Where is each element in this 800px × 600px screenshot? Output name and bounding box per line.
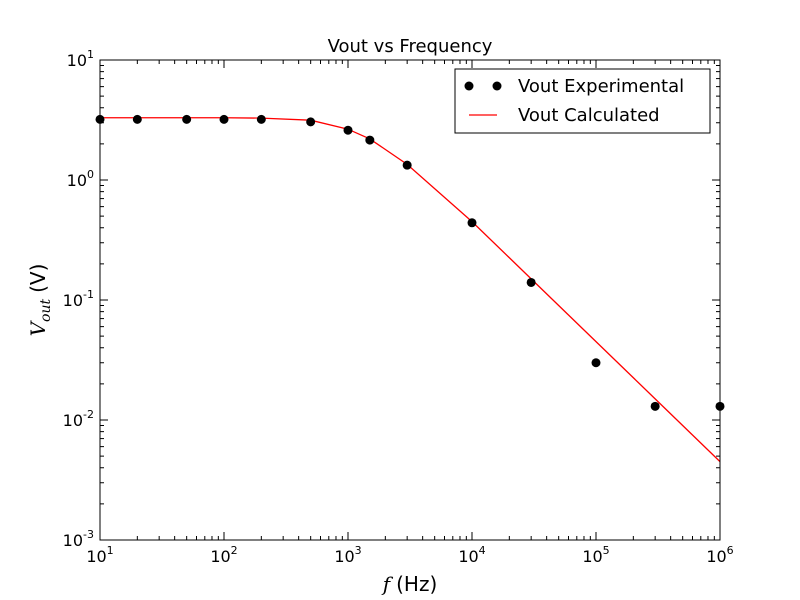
y-axis-unit: (V) xyxy=(26,264,50,293)
x-axis-label: f (Hz) xyxy=(381,572,438,596)
y-tick-label-3-exponent: 0 xyxy=(87,168,94,181)
data-point-experimental-4 xyxy=(256,114,266,124)
x-tick-label-4-base: 10 xyxy=(582,547,602,566)
legend: Vout Experimental Vout Calculated xyxy=(454,68,711,134)
y-axis-label: Vout (V) xyxy=(26,264,54,337)
x-axis-unit: (Hz) xyxy=(396,572,437,596)
x-tick-label-0: 101 xyxy=(86,544,113,566)
plot-area xyxy=(100,60,720,540)
y-tick-label-0: 10-3 xyxy=(63,528,94,550)
data-point-experimental-2 xyxy=(182,114,192,124)
y-axis-variable: V xyxy=(26,319,50,336)
x-tick-label-3-exponent: 4 xyxy=(479,544,486,557)
y-tick-label-3-base: 10 xyxy=(67,171,87,190)
data-point-experimental-10 xyxy=(526,277,536,287)
x-tick-label-2-base: 10 xyxy=(334,547,354,566)
y-axis-subscript: out xyxy=(38,299,54,322)
chart-title: Vout vs Frequency xyxy=(328,36,493,57)
y-tick-label-4-base: 10 xyxy=(67,51,87,70)
x-tick-label-2-exponent: 3 xyxy=(355,544,362,557)
data-point-experimental-6 xyxy=(343,125,353,135)
x-tick-label-1-exponent: 2 xyxy=(231,544,238,557)
data-point-experimental-11 xyxy=(591,358,601,368)
data-point-experimental-1 xyxy=(132,114,142,124)
x-tick-label-4: 105 xyxy=(582,544,609,566)
x-tick-label-1: 102 xyxy=(210,544,237,566)
y-tick-label-0-exponent: -3 xyxy=(83,528,94,541)
y-tick-label-1-exponent: -2 xyxy=(83,408,94,421)
y-tick-label-2: 10-1 xyxy=(63,288,94,310)
x-axis-variable: f xyxy=(381,572,394,596)
x-tick-label-5: 106 xyxy=(706,544,733,566)
plot-frame xyxy=(99,59,721,541)
y-tick-label-2-base: 10 xyxy=(63,291,83,310)
x-tick-label-3: 104 xyxy=(458,544,485,566)
x-tick-label-4-exponent: 5 xyxy=(603,544,610,557)
x-tick-label-1-base: 10 xyxy=(210,547,230,566)
legend-label-calculated: Vout Calculated xyxy=(518,105,660,126)
legend-box xyxy=(454,68,711,134)
data-point-experimental-7 xyxy=(365,135,375,145)
data-point-experimental-3 xyxy=(219,114,229,124)
y-tick-label-1: 10-2 xyxy=(63,408,94,430)
data-point-experimental-5 xyxy=(306,117,316,127)
y-tick-label-2-exponent: -1 xyxy=(83,288,94,301)
x-tick-label-0-exponent: 1 xyxy=(107,544,114,557)
y-tick-label-1-base: 10 xyxy=(63,411,83,430)
x-tick-label-0-base: 10 xyxy=(86,547,106,566)
legend-marker-experimental-1 xyxy=(464,81,474,91)
series-line-calculated xyxy=(100,117,721,463)
data-point-experimental-8 xyxy=(402,160,412,170)
y-tick-label-3: 100 xyxy=(67,168,94,190)
series-layer xyxy=(95,114,725,463)
x-tick-label-2: 103 xyxy=(334,544,361,566)
legend-label-experimental: Vout Experimental xyxy=(518,76,684,97)
y-tick-label-4-exponent: 1 xyxy=(87,48,94,61)
data-point-experimental-12 xyxy=(650,401,660,411)
x-tick-label-5-base: 10 xyxy=(706,547,726,566)
data-point-experimental-9 xyxy=(467,218,477,228)
y-tick-label-0-base: 10 xyxy=(63,531,83,550)
x-tick-label-3-base: 10 xyxy=(458,547,478,566)
legend-marker-experimental-2 xyxy=(492,81,502,91)
x-tick-label-5-exponent: 6 xyxy=(727,544,734,557)
y-tick-label-4: 101 xyxy=(67,48,94,70)
